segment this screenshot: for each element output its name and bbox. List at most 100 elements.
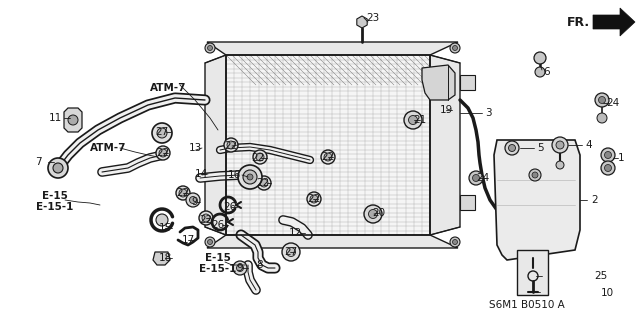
Circle shape bbox=[452, 240, 458, 244]
Circle shape bbox=[253, 150, 267, 164]
Circle shape bbox=[156, 214, 168, 226]
Text: ATM-7: ATM-7 bbox=[150, 83, 186, 93]
Circle shape bbox=[369, 210, 378, 219]
Text: 27: 27 bbox=[156, 127, 168, 137]
Circle shape bbox=[179, 189, 187, 197]
Text: 17: 17 bbox=[181, 235, 195, 245]
Text: ATM-7: ATM-7 bbox=[90, 143, 126, 153]
Text: S6M1 B0510 A: S6M1 B0510 A bbox=[489, 300, 565, 310]
Text: 27: 27 bbox=[284, 247, 298, 257]
Text: 8: 8 bbox=[257, 260, 263, 270]
Circle shape bbox=[233, 261, 247, 275]
Bar bbox=[226, 55, 430, 235]
Circle shape bbox=[157, 128, 167, 138]
Text: 7: 7 bbox=[35, 157, 42, 167]
Circle shape bbox=[556, 141, 564, 149]
Circle shape bbox=[282, 243, 300, 261]
Circle shape bbox=[205, 43, 215, 53]
Circle shape bbox=[207, 240, 212, 244]
Circle shape bbox=[238, 165, 262, 189]
Circle shape bbox=[152, 123, 172, 143]
Circle shape bbox=[156, 146, 170, 160]
Circle shape bbox=[605, 165, 611, 172]
Text: 21: 21 bbox=[413, 115, 427, 125]
Circle shape bbox=[287, 248, 296, 256]
Circle shape bbox=[469, 171, 483, 185]
Circle shape bbox=[207, 46, 212, 50]
Circle shape bbox=[48, 158, 68, 178]
Text: 9: 9 bbox=[237, 263, 243, 273]
Circle shape bbox=[310, 195, 318, 203]
Polygon shape bbox=[494, 140, 580, 260]
Circle shape bbox=[404, 111, 422, 129]
Text: 24: 24 bbox=[476, 173, 490, 183]
Circle shape bbox=[509, 145, 515, 152]
Text: E-15: E-15 bbox=[205, 253, 231, 263]
Text: FR.: FR. bbox=[567, 16, 590, 28]
Circle shape bbox=[605, 152, 611, 159]
Text: 19: 19 bbox=[440, 105, 452, 115]
Polygon shape bbox=[207, 235, 458, 248]
Text: E-15-1: E-15-1 bbox=[36, 202, 74, 212]
Circle shape bbox=[199, 211, 213, 225]
Circle shape bbox=[159, 149, 167, 157]
Circle shape bbox=[202, 214, 210, 222]
Text: 25: 25 bbox=[595, 271, 607, 281]
Text: 22: 22 bbox=[321, 152, 335, 162]
Circle shape bbox=[532, 172, 538, 178]
Text: 18: 18 bbox=[158, 253, 172, 263]
Text: 14: 14 bbox=[195, 169, 207, 179]
Circle shape bbox=[505, 141, 519, 155]
Text: E-15: E-15 bbox=[42, 191, 68, 201]
Text: 22: 22 bbox=[225, 141, 237, 151]
Text: 5: 5 bbox=[537, 143, 543, 153]
Text: 10: 10 bbox=[600, 288, 614, 298]
Circle shape bbox=[597, 113, 607, 123]
Polygon shape bbox=[64, 108, 82, 132]
Circle shape bbox=[224, 138, 238, 152]
Circle shape bbox=[53, 163, 63, 173]
Text: 26: 26 bbox=[211, 220, 225, 230]
Polygon shape bbox=[593, 8, 635, 36]
Text: 22: 22 bbox=[257, 178, 269, 188]
Circle shape bbox=[595, 93, 609, 107]
Circle shape bbox=[535, 67, 545, 77]
Text: 24: 24 bbox=[606, 98, 620, 108]
Circle shape bbox=[601, 148, 615, 162]
Circle shape bbox=[257, 176, 271, 190]
Circle shape bbox=[68, 115, 78, 125]
Circle shape bbox=[186, 193, 200, 207]
Circle shape bbox=[256, 153, 264, 161]
Circle shape bbox=[529, 169, 541, 181]
Circle shape bbox=[450, 237, 460, 247]
Circle shape bbox=[243, 170, 257, 184]
Circle shape bbox=[205, 237, 215, 247]
Polygon shape bbox=[517, 250, 548, 295]
Circle shape bbox=[534, 52, 546, 64]
Circle shape bbox=[176, 186, 190, 200]
Text: 3: 3 bbox=[484, 108, 492, 118]
Circle shape bbox=[324, 153, 332, 161]
Bar bbox=[226, 55, 430, 235]
Circle shape bbox=[472, 174, 479, 182]
Text: 6: 6 bbox=[544, 67, 550, 77]
Polygon shape bbox=[422, 65, 455, 100]
Text: 2: 2 bbox=[592, 195, 598, 205]
Polygon shape bbox=[460, 75, 475, 90]
Text: 1: 1 bbox=[618, 153, 624, 163]
Circle shape bbox=[552, 137, 568, 153]
Polygon shape bbox=[357, 16, 367, 28]
Circle shape bbox=[189, 197, 196, 204]
Circle shape bbox=[452, 46, 458, 50]
Text: 20: 20 bbox=[372, 208, 385, 218]
Text: 12: 12 bbox=[289, 228, 301, 238]
Polygon shape bbox=[430, 55, 460, 235]
Polygon shape bbox=[460, 195, 475, 210]
Text: 22: 22 bbox=[252, 153, 264, 163]
Polygon shape bbox=[207, 42, 458, 55]
Circle shape bbox=[598, 97, 605, 103]
Text: E-15-1: E-15-1 bbox=[199, 264, 237, 274]
Circle shape bbox=[556, 161, 564, 169]
Text: 9: 9 bbox=[192, 197, 198, 207]
Circle shape bbox=[601, 161, 615, 175]
